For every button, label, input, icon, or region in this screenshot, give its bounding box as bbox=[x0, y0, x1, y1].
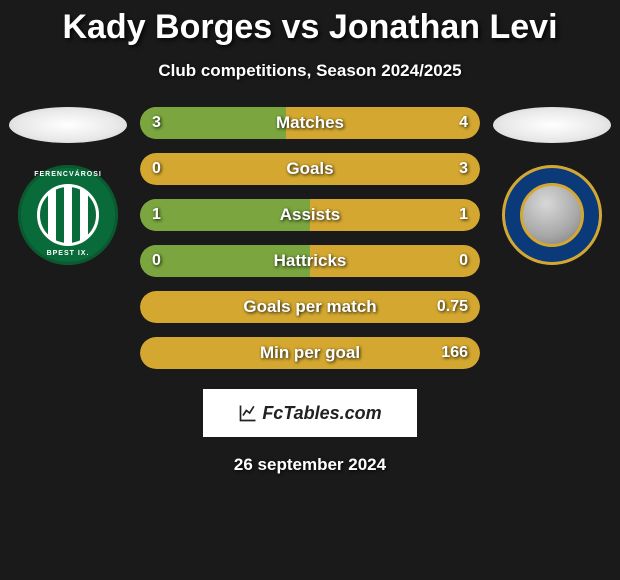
stat-bars: 34Matches 03Goals 11Assists 00Hattricks 0.75… bbox=[140, 107, 480, 369]
stat-row: 11Assists bbox=[140, 199, 480, 231]
stat-label: Matches bbox=[140, 107, 480, 139]
right-player-column bbox=[492, 107, 612, 265]
right-avatar-placeholder bbox=[493, 107, 611, 143]
stat-row: 0.75Goals per match bbox=[140, 291, 480, 323]
footer-date: 26 september 2024 bbox=[0, 455, 620, 475]
stat-label: Min per goal bbox=[140, 337, 480, 369]
left-club-crest: FERENCVÁROSI BPEST IX. bbox=[18, 165, 118, 265]
subtitle: Club competitions, Season 2024/2025 bbox=[0, 61, 620, 81]
stat-label: Assists bbox=[140, 199, 480, 231]
fctables-logo: FcTables.com bbox=[203, 389, 417, 437]
left-crest-text-top: FERENCVÁROSI bbox=[18, 171, 118, 178]
stat-row: 03Goals bbox=[140, 153, 480, 185]
stat-label: Hattricks bbox=[140, 245, 480, 277]
left-avatar-placeholder bbox=[9, 107, 127, 143]
left-player-column: FERENCVÁROSI BPEST IX. bbox=[8, 107, 128, 265]
stat-label: Goals per match bbox=[140, 291, 480, 323]
stat-row: 34Matches bbox=[140, 107, 480, 139]
left-crest-text-bottom: BPEST IX. bbox=[18, 250, 118, 257]
stat-label: Goals bbox=[140, 153, 480, 185]
page-title: Kady Borges vs Jonathan Levi bbox=[0, 0, 620, 47]
comparison-content: FERENCVÁROSI BPEST IX. 34Matches 03Goals 1… bbox=[0, 107, 620, 369]
right-club-crest bbox=[502, 165, 602, 265]
logo-text: FcTables.com bbox=[262, 403, 381, 424]
stat-row: 00Hattricks bbox=[140, 245, 480, 277]
stat-row: 166Min per goal bbox=[140, 337, 480, 369]
chart-icon bbox=[238, 403, 258, 423]
